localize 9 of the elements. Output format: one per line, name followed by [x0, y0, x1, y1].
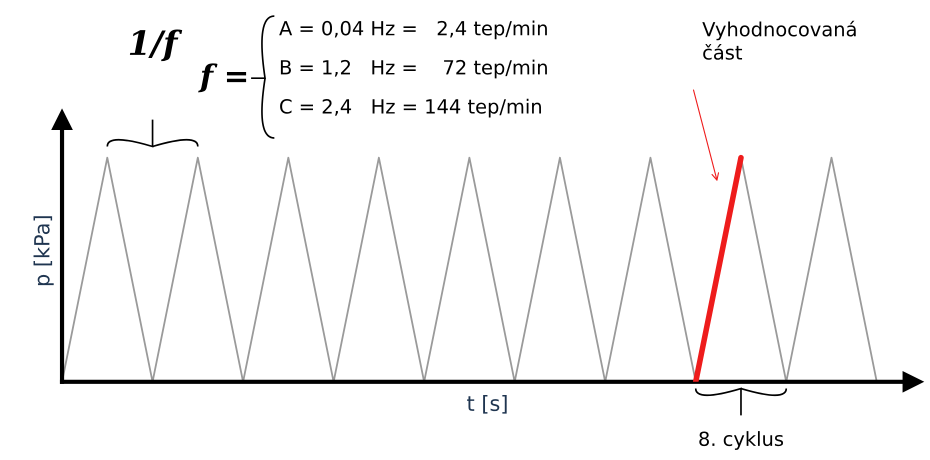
- text: C = 2,4 Hz = 144 tep/min: [280, 98, 541, 118]
- text: f =: [198, 63, 246, 92]
- text: Vyhodnocovaná část: [702, 20, 856, 60]
- text: A = 0,04 Hz = 2,4 tep/min: [279, 20, 547, 40]
- text: B = 1,2 Hz = 72 tep/min: [280, 60, 547, 78]
- x-axis-title: t [s]: [467, 394, 507, 414]
- text: 8. cyklus: [699, 431, 784, 450]
- y-axis-title: p [kPa]: [34, 216, 54, 286]
- text: 1/f: [130, 30, 182, 62]
